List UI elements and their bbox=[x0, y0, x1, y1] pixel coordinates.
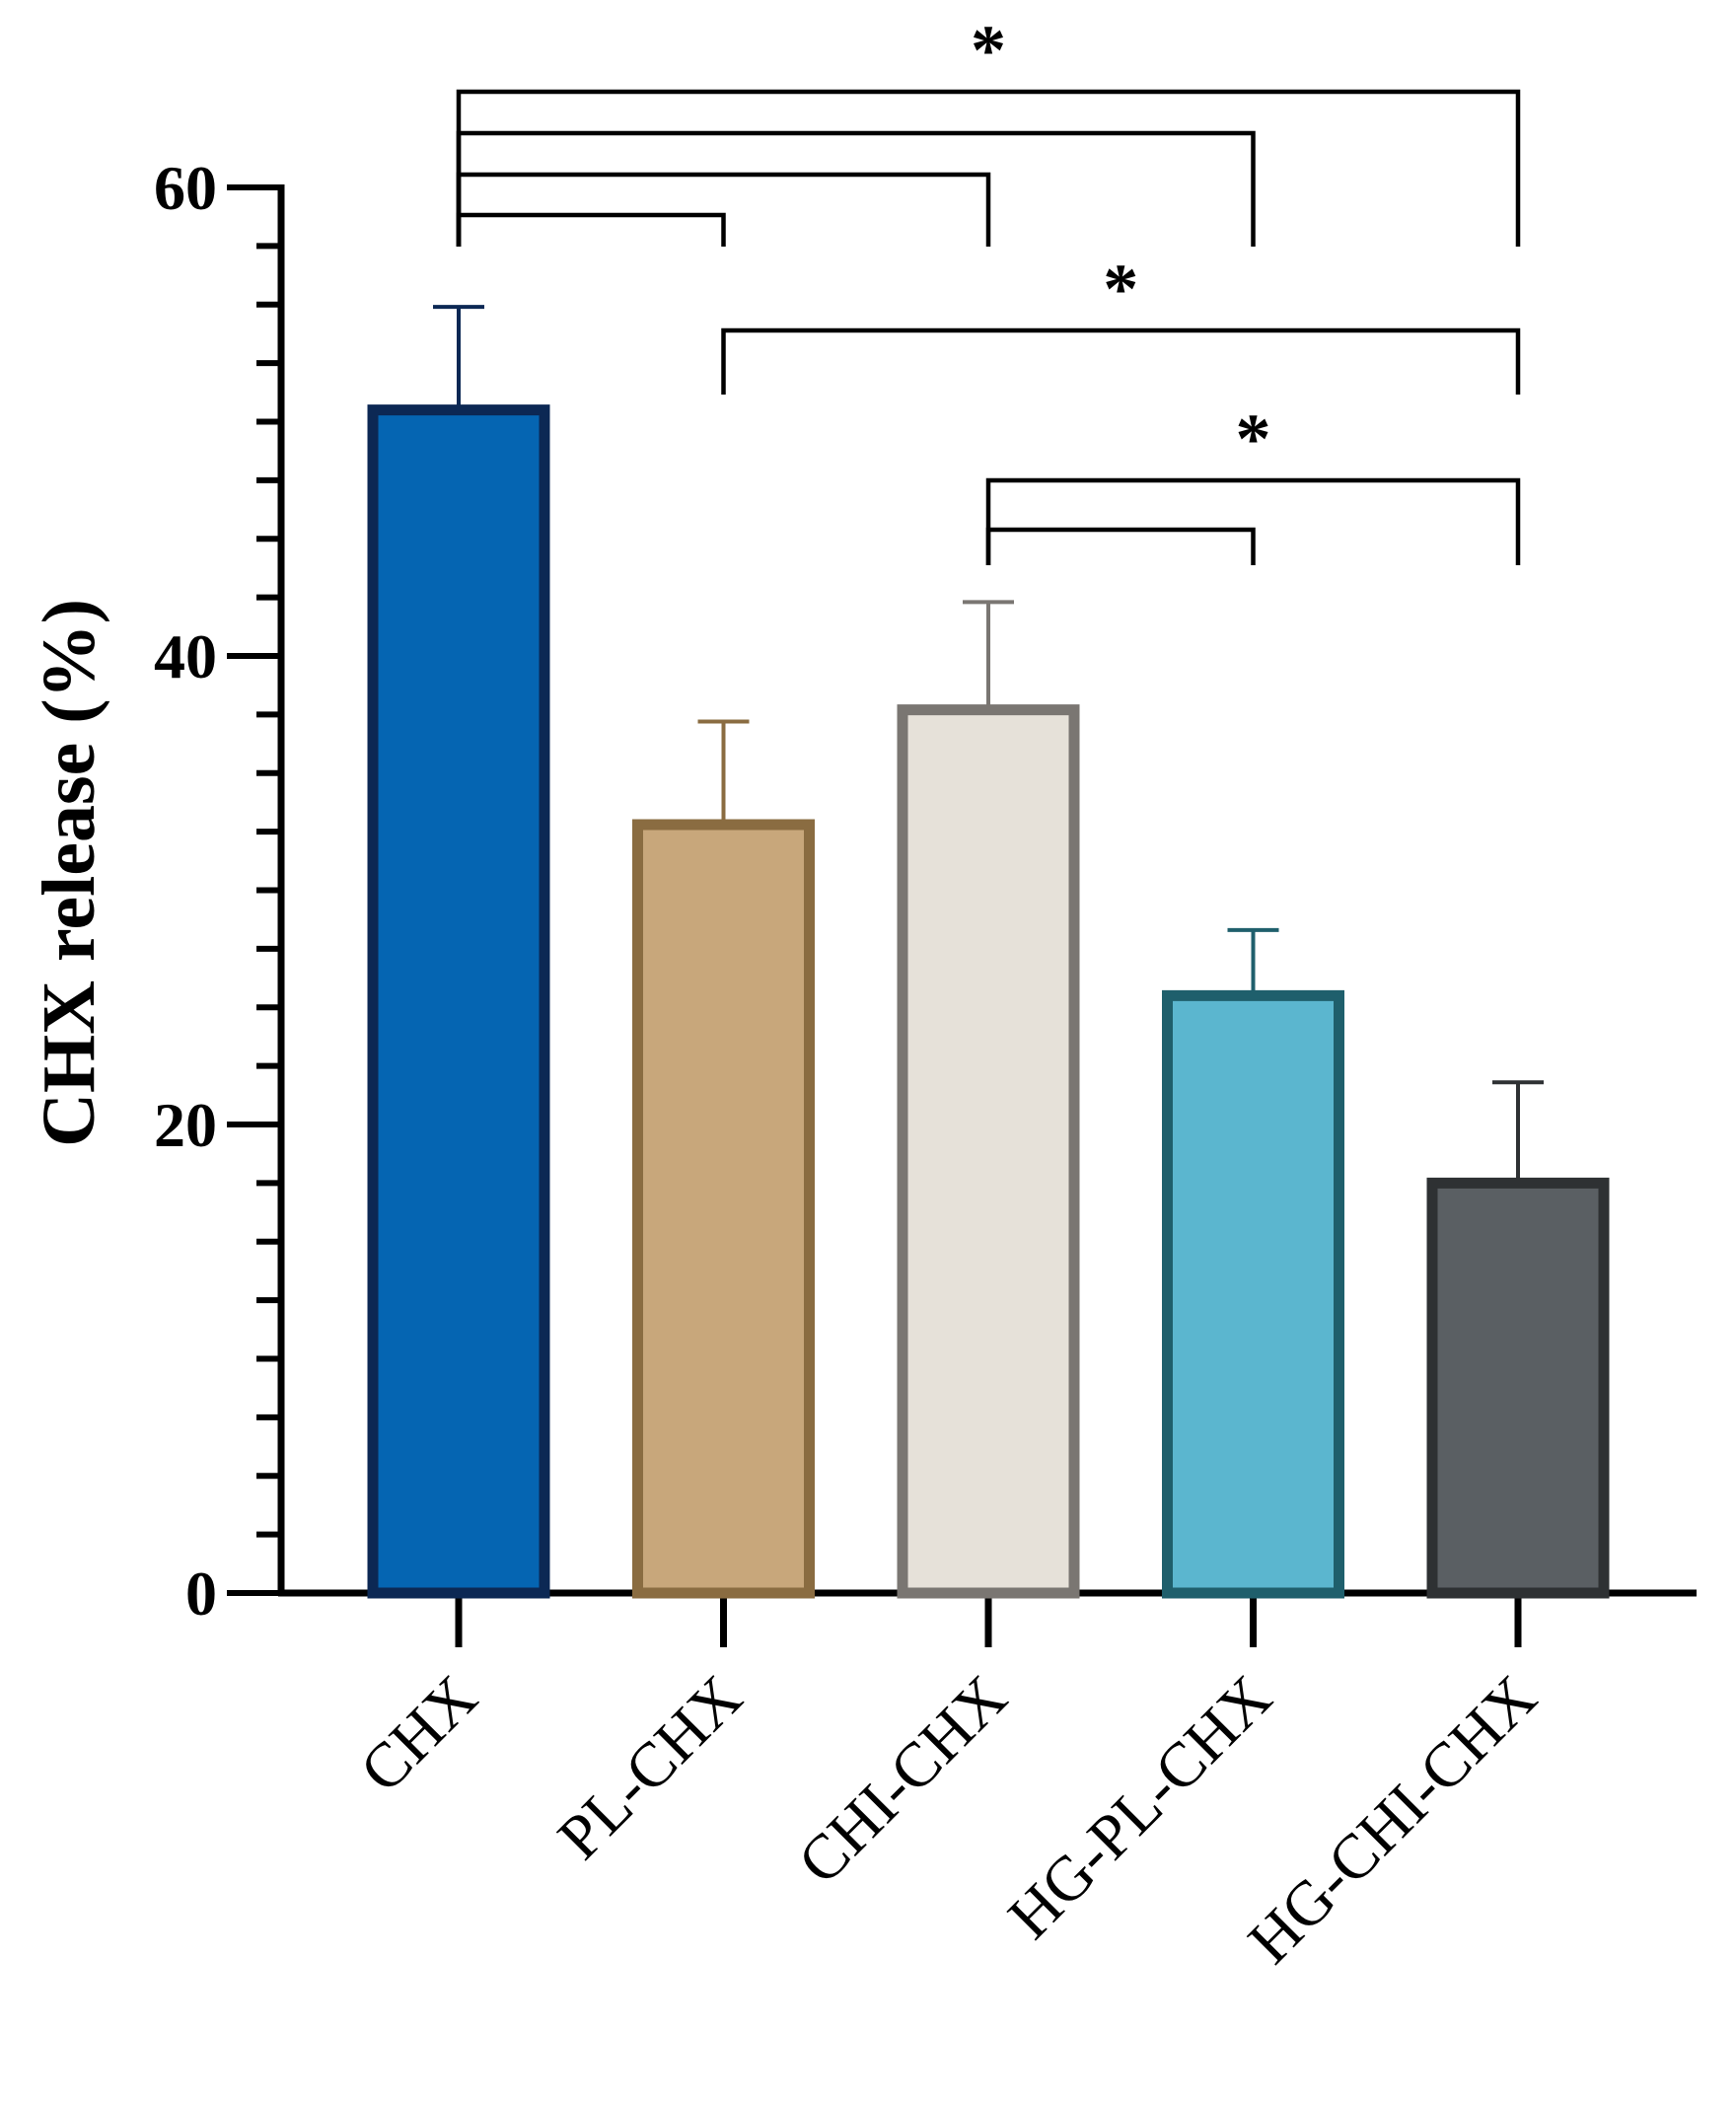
bar-hg-pl-chx bbox=[1162, 989, 1344, 1599]
bar-chx bbox=[367, 404, 550, 1599]
y-tick-label: 20 bbox=[154, 1090, 217, 1160]
significance-star: * bbox=[971, 11, 1006, 90]
y-tick-label: 60 bbox=[154, 153, 217, 223]
significance-bracket-chi-chx-hg-pl-chx bbox=[985, 527, 1256, 565]
bars-layer bbox=[367, 305, 1610, 1599]
significance-bracket-chi-chx-hg-chi-chx bbox=[985, 477, 1521, 565]
y-axis-title: CHX release (%) bbox=[28, 599, 110, 1147]
significance-star: * bbox=[1236, 399, 1271, 478]
bar-pl-chx bbox=[632, 819, 815, 1599]
significance-bracket-pl-chx-hg-chi-chx bbox=[721, 327, 1521, 395]
y-tick-label: 0 bbox=[185, 1558, 217, 1629]
significance-bracket-chx-pl-chx bbox=[456, 212, 726, 247]
x-category-label: CHI-CHX bbox=[784, 1662, 1020, 1898]
significance-bracket-chx-chi-chx bbox=[456, 172, 991, 247]
significance-star: * bbox=[1103, 250, 1138, 328]
x-category-label: PL-CHX bbox=[544, 1662, 756, 1873]
x-category-label: CHX bbox=[346, 1662, 490, 1806]
bar-hg-chi-chx bbox=[1426, 1177, 1610, 1599]
significance-bracket-chx-hg-pl-chx bbox=[456, 130, 1256, 247]
x-category-label: HG-PL-CHX bbox=[994, 1662, 1284, 1952]
bar-chi-chx bbox=[897, 704, 1080, 1599]
y-tick-label: 40 bbox=[154, 621, 217, 691]
significance-layer: * * * bbox=[456, 11, 1521, 565]
